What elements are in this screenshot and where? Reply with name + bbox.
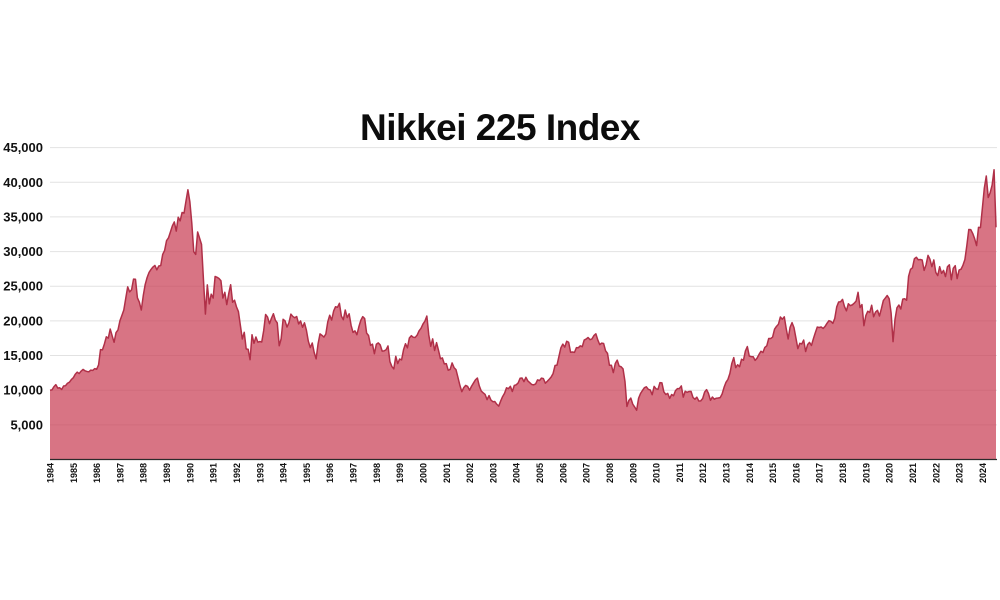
- x-axis-tick-label: 2024: [978, 463, 988, 483]
- x-axis-tick-label: 2004: [512, 463, 522, 483]
- y-axis-tick-label: 10,000: [3, 383, 43, 398]
- x-axis-tick-label: 2018: [838, 463, 848, 483]
- x-axis-tick-label: 1989: [162, 463, 172, 483]
- area-fill: [50, 169, 996, 460]
- area-outline: [49, 169, 997, 412]
- y-axis-tick-label: 15,000: [3, 348, 43, 363]
- x-axis-tick-label: 2022: [931, 463, 941, 483]
- x-axis-tick-label: 2001: [442, 463, 452, 483]
- x-axis-tick-label: 2007: [582, 463, 592, 483]
- y-axis-tick-label: 30,000: [3, 244, 43, 259]
- x-axis-tick-label: 1990: [185, 463, 195, 483]
- x-axis-tick-label: 2015: [768, 463, 778, 483]
- x-axis-tick-label: 1984: [46, 463, 56, 483]
- x-axis-tick-label: 1995: [302, 463, 312, 483]
- x-axis-tick-label: 2000: [419, 463, 429, 483]
- x-axis-tick-label: 1985: [69, 463, 79, 483]
- y-axis-tick-label: 35,000: [3, 209, 43, 224]
- x-axis-tick-label: 1993: [255, 463, 265, 483]
- x-axis-tick-label: 2011: [675, 463, 685, 483]
- x-axis-tick-label: 2020: [885, 463, 895, 483]
- x-axis-tick-label: 2006: [558, 463, 568, 483]
- y-axis-tick-label: 5,000: [10, 417, 43, 432]
- x-axis-tick-label: 2013: [722, 463, 732, 483]
- y-axis-tick-label: 40,000: [3, 175, 43, 190]
- x-axis-tick-label: 1986: [92, 463, 102, 483]
- x-axis-tick-label: 1994: [279, 463, 289, 483]
- x-axis-tick-label: 2019: [861, 463, 871, 483]
- x-axis-tick-label: 1998: [372, 463, 382, 483]
- x-axis-tick-label: 2005: [535, 463, 545, 483]
- x-axis-tick-label: 2003: [488, 463, 498, 483]
- x-axis-tick-label: 1999: [395, 463, 405, 483]
- x-axis-tick-label: 2016: [791, 463, 801, 483]
- x-axis-tick-label: 1991: [209, 463, 219, 483]
- x-axis-tick-label: 2008: [605, 463, 615, 483]
- y-axis-tick-label: 45,000: [3, 140, 43, 155]
- y-axis-tick-label: 20,000: [3, 313, 43, 328]
- x-axis-tick-label: 2021: [908, 463, 918, 483]
- x-axis-tick-label: 2010: [652, 463, 662, 483]
- x-axis-tick-label: 1988: [139, 463, 149, 483]
- x-axis-tick-label: 2009: [628, 463, 638, 483]
- x-axis-tick-label: 2002: [465, 463, 475, 483]
- x-axis-tick-label: 1992: [232, 463, 242, 483]
- x-axis-tick-label: 2014: [745, 463, 755, 483]
- x-axis-tick-label: 2017: [815, 463, 825, 483]
- x-axis-tick-label: 2012: [698, 463, 708, 483]
- y-axis-tick-label: 25,000: [3, 279, 43, 294]
- x-axis-tick-label: 1996: [325, 463, 335, 483]
- x-axis-tick-label: 2023: [955, 463, 965, 483]
- x-axis-tick-label: 1987: [115, 463, 125, 483]
- x-axis-tick-label: 1997: [349, 463, 359, 483]
